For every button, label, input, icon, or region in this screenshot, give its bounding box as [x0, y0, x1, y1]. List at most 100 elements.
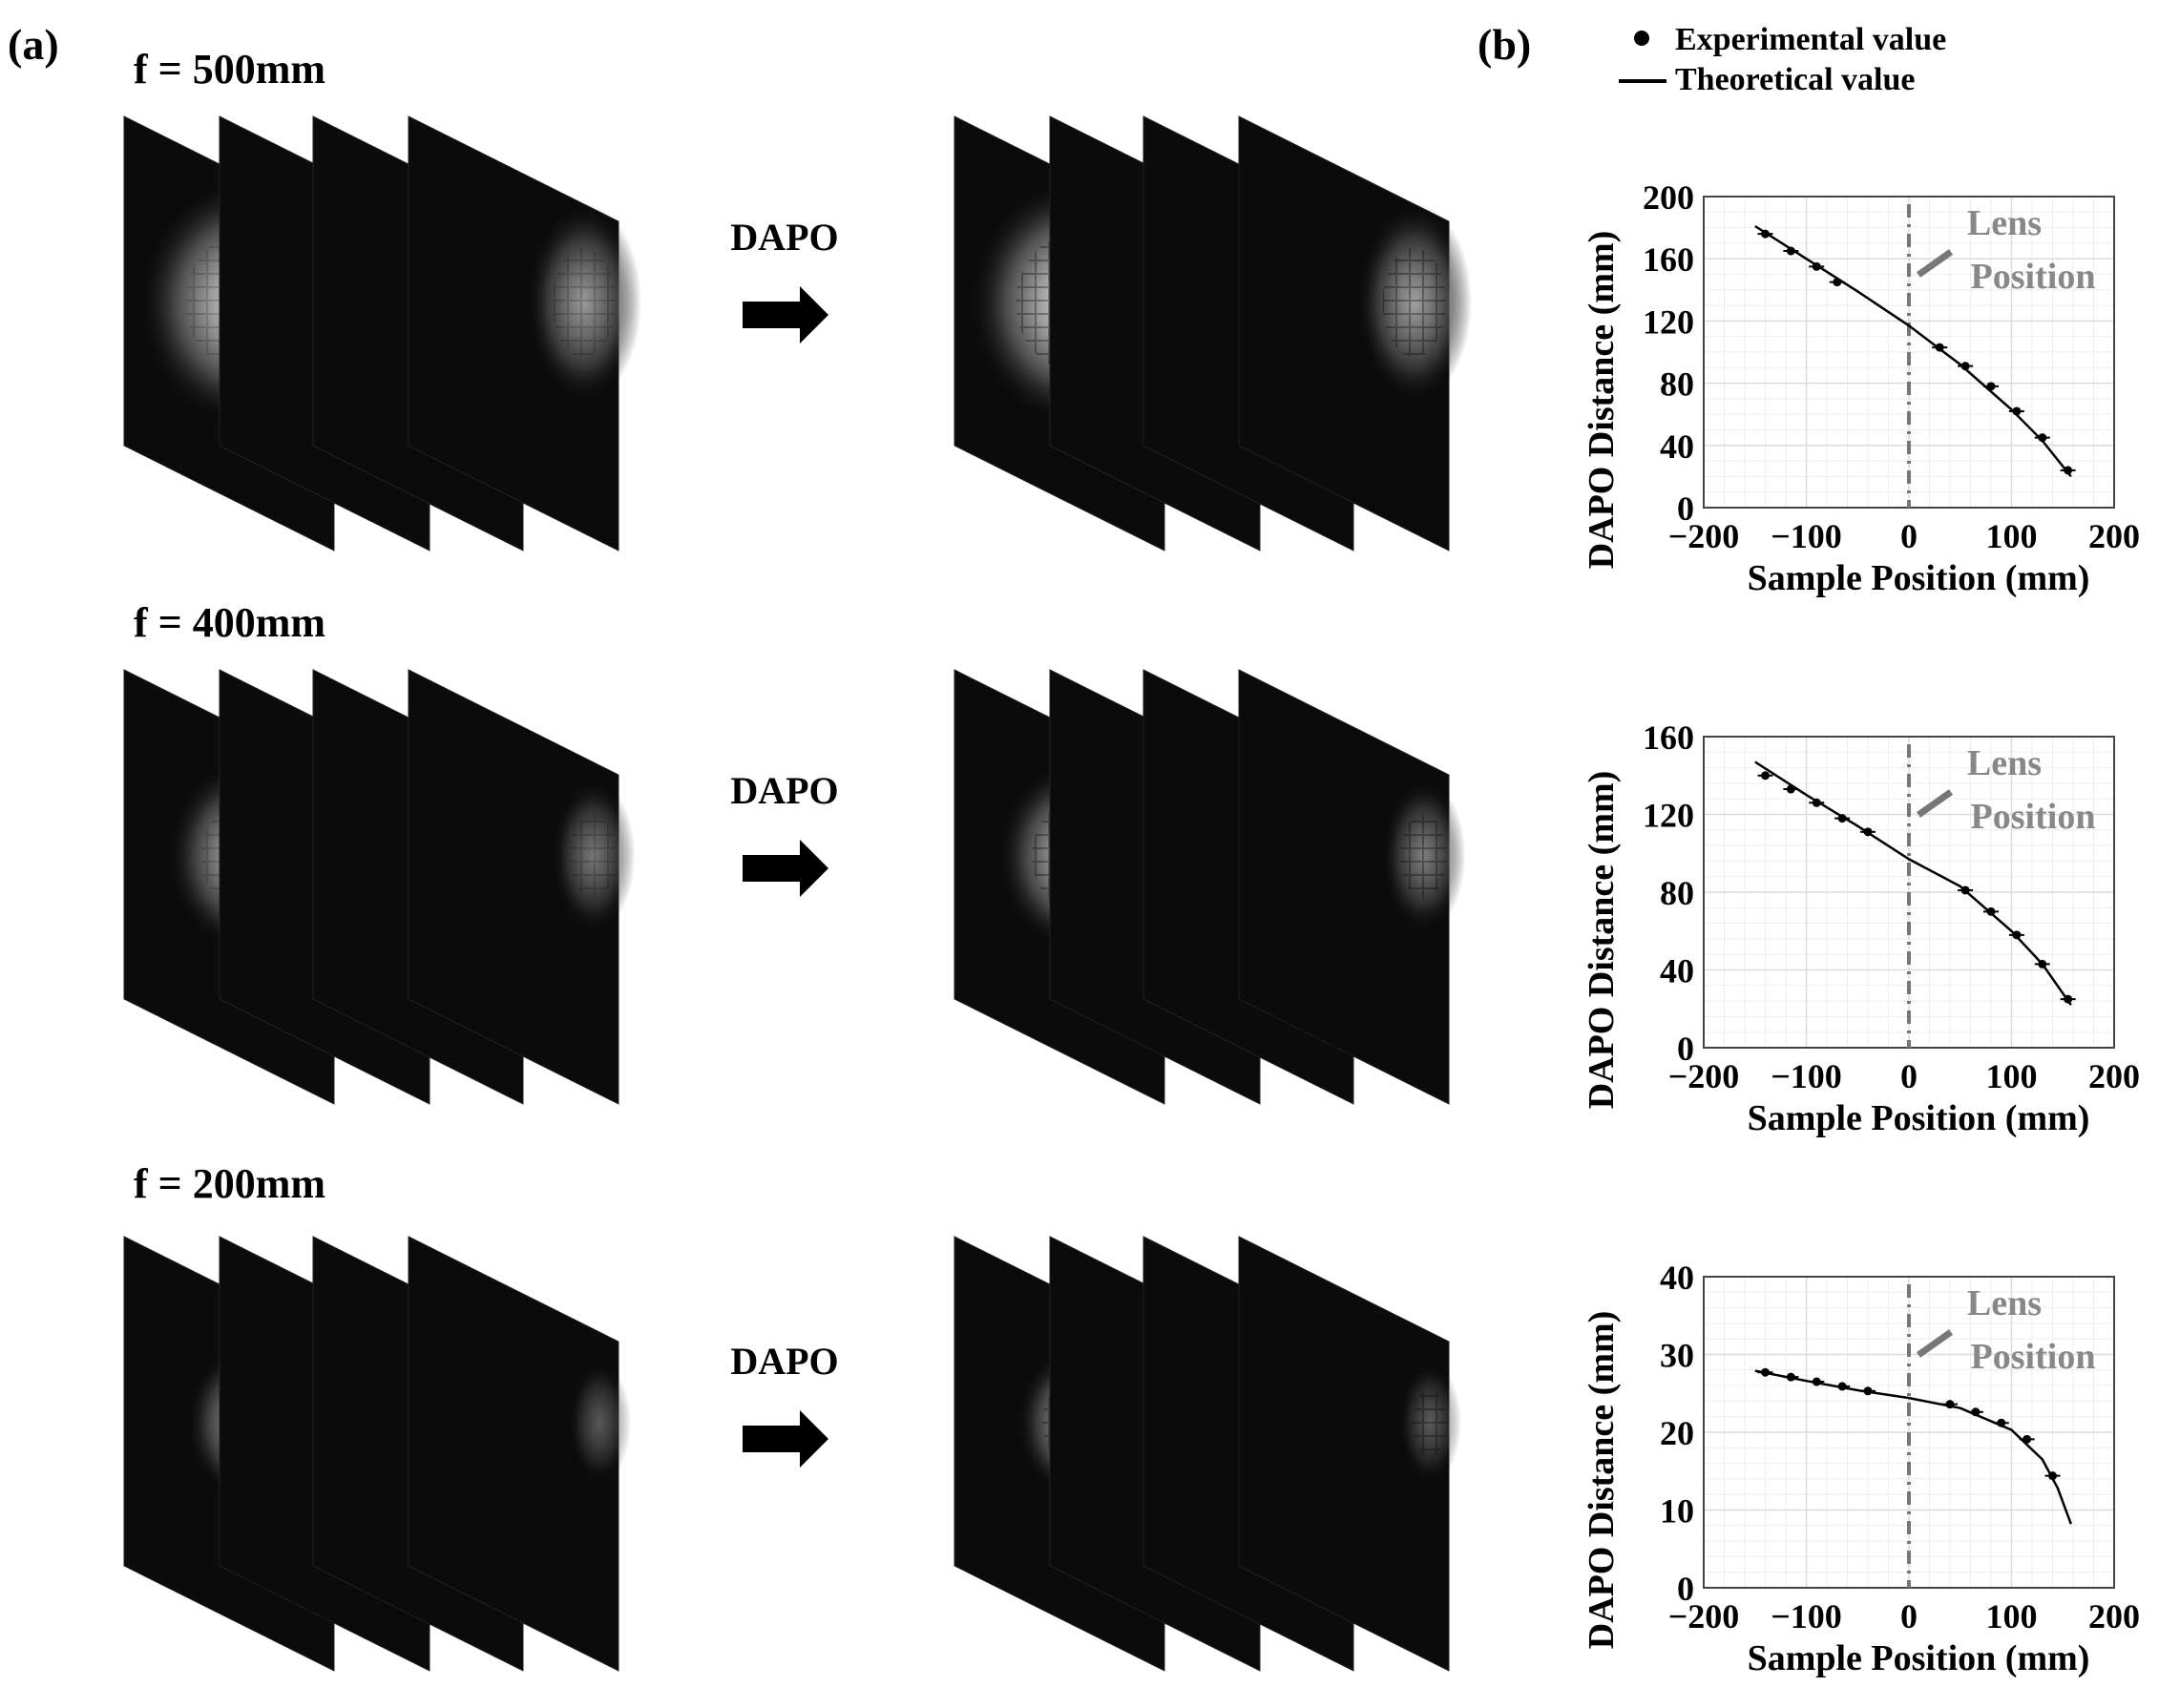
y-tick-label: 20 [1660, 1414, 1694, 1452]
image-frame [408, 669, 619, 1105]
experimental-point [1960, 885, 1970, 895]
dapo-arrow-label: DAPO [730, 769, 838, 812]
dapo-arrow-label: DAPO [730, 216, 838, 259]
lens-annotation-line1: Lens [1967, 1283, 2042, 1323]
experimental-point [1935, 343, 1944, 352]
legend-label-theoretical: Theoretical value [1675, 62, 1916, 97]
x-tick-label: 100 [1986, 1057, 2038, 1095]
lens-annotation-line2: Position [1971, 797, 2096, 837]
y-tick-label: 0 [1677, 1030, 1694, 1068]
lens-annotation-line1: Lens [1967, 203, 2042, 243]
experimental-point [1812, 1377, 1821, 1386]
lens-annotation-line2: Position [1971, 1337, 2096, 1377]
resolution-target-pattern [552, 247, 616, 358]
experimental-point [2023, 1434, 2032, 1444]
lens-pointer-icon [1916, 249, 1954, 278]
legend: Experimental value Theoretical value [1619, 22, 1946, 97]
lens-annotation-line1: Lens [1967, 743, 2042, 783]
x-tick-label: 200 [2088, 1597, 2140, 1635]
x-tick-label: −100 [1771, 1597, 1842, 1635]
experimental-point [1833, 278, 1842, 287]
experimental-point [1945, 1400, 1955, 1409]
y-tick-label: 160 [1643, 719, 1694, 757]
dapo-image-stack [954, 115, 1473, 552]
experimental-point [1761, 229, 1770, 239]
dapo-arrow-icon [743, 1410, 828, 1468]
y-tick-label: 40 [1660, 952, 1694, 990]
x-axis-label: Sample Position (mm) [1748, 558, 2090, 598]
experimental-point [1997, 1418, 2006, 1427]
y-tick-label: 30 [1660, 1337, 1694, 1375]
dapo-arrow-label: DAPO [730, 1340, 838, 1383]
x-tick-label: −200 [1668, 517, 1740, 555]
y-tick-label: 0 [1677, 489, 1694, 528]
lens-annotation-line2: Position [1971, 257, 2096, 297]
focal-length-label: f = 200mm [134, 1160, 325, 1207]
raw-image-stack [123, 115, 642, 552]
resolution-target-pattern [570, 814, 617, 898]
experimental-point [1986, 382, 1996, 391]
experimental-point [1812, 798, 1821, 807]
experimental-point [2064, 994, 2073, 1004]
dapo-arrow-icon [743, 840, 828, 897]
y-tick-label: 10 [1660, 1492, 1694, 1531]
panel-b-label: (b) [1478, 20, 1531, 69]
x-tick-label: 200 [2088, 517, 2140, 555]
y-tick-label: 120 [1643, 797, 1694, 835]
lens-pointer-icon [1916, 789, 1954, 818]
raw-image-stack [123, 1236, 632, 1672]
y-tick-label: 200 [1643, 178, 1694, 217]
experimental-point [1960, 362, 1970, 371]
legend-marker-experimental [1634, 31, 1649, 46]
y-tick-label: 80 [1660, 874, 1694, 912]
chart-2: −200 −100 0 100 200 0 40 80 120 160 Sample Positio… [1582, 719, 2140, 1138]
x-tick-label: −100 [1771, 1057, 1842, 1095]
x-tick-label: 0 [1900, 517, 1918, 555]
x-axis-label: Sample Position (mm) [1748, 1638, 2090, 1678]
x-tick-label: 0 [1900, 1597, 1918, 1635]
experimental-point [2038, 959, 2047, 969]
y-axis-label: DAPO Distance (mm) [1582, 771, 1622, 1110]
experimental-point [2048, 1471, 2057, 1481]
image-frame [1238, 669, 1450, 1105]
dapo-arrow-icon [743, 286, 828, 344]
beam-spot [568, 1362, 632, 1484]
y-tick-label: 0 [1677, 1570, 1694, 1608]
y-tick-label: 40 [1660, 1259, 1694, 1297]
lens-pointer-icon [1916, 1329, 1954, 1358]
x-tick-label: −200 [1668, 1057, 1740, 1095]
experimental-point [1761, 1367, 1770, 1377]
raw-image-stack [123, 669, 636, 1105]
experimental-point [1837, 814, 1847, 823]
image-frame [1238, 1236, 1450, 1672]
resolution-target-pattern [1400, 814, 1447, 898]
experimental-point [1786, 1372, 1795, 1382]
experimental-point [2012, 930, 2022, 940]
image-frame [408, 1236, 619, 1672]
resolution-target-pattern [1413, 1388, 1448, 1457]
experimental-point [1786, 784, 1795, 794]
experimental-point [1761, 771, 1770, 781]
experimental-point [2012, 406, 2022, 416]
experimental-point [1986, 906, 1996, 916]
x-tick-label: 100 [1986, 517, 2038, 555]
x-axis-label: Sample Position (mm) [1748, 1098, 2090, 1138]
experimental-point [1786, 246, 1795, 256]
resolution-target-pattern [1382, 247, 1446, 358]
experimental-point [2064, 466, 2073, 475]
dapo-image-stack [954, 669, 1466, 1105]
legend-label-experimental: Experimental value [1675, 22, 1946, 57]
chart-3: −200 −100 0 100 200 0 10 20 30 40 Sample Position … [1582, 1259, 2140, 1678]
y-tick-label: 40 [1660, 427, 1694, 466]
panel-a-image-stacks: f = 500mm DAPO f = 400mm DAPO f = 200mm DAPO [123, 46, 1473, 1672]
x-tick-label: 100 [1986, 1597, 2038, 1635]
x-tick-label: 0 [1900, 1057, 1918, 1095]
experimental-point [2038, 433, 2047, 443]
x-tick-label: 200 [2088, 1057, 2140, 1095]
experimental-point [1812, 261, 1821, 271]
y-axis-label: DAPO Distance (mm) [1582, 231, 1622, 570]
y-tick-label: 120 [1643, 302, 1694, 341]
x-tick-label: −100 [1771, 517, 1842, 555]
